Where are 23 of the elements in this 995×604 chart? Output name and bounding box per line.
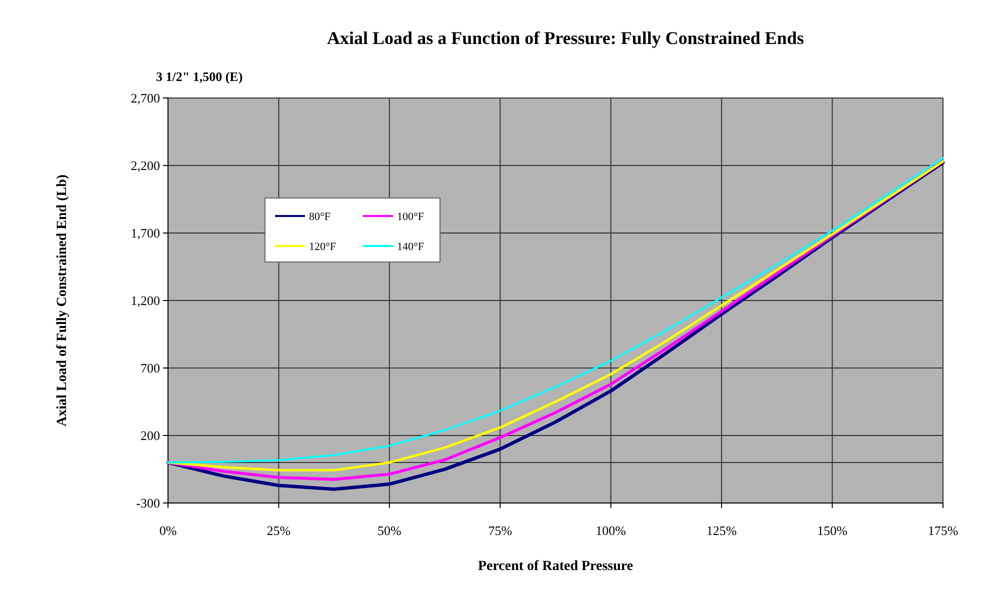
y-tick-label: 1,700 — [130, 226, 160, 241]
x-tick-label: 125% — [706, 523, 737, 538]
y-tick-label: 2,200 — [130, 158, 160, 174]
legend-label: 120°F — [309, 240, 336, 253]
y-axis-title: Axial Load of Fully Constrained End (Lb) — [55, 174, 70, 427]
x-tick-label: 100% — [596, 523, 626, 538]
x-axis-title: Percent of Rated Pressure — [478, 559, 634, 574]
chart-subtitle: 3 1/2" 1,500 (E) — [156, 69, 243, 84]
x-tick-label: 50% — [378, 523, 402, 538]
y-tick-label: -300 — [136, 496, 160, 511]
legend-label: 140°F — [397, 240, 424, 253]
y-tick-label: 2,700 — [130, 90, 160, 106]
y-tick-label: 1,200 — [130, 293, 160, 308]
legend-label: 80°F — [309, 210, 331, 223]
x-tick-label: 75% — [488, 523, 512, 538]
y-tick-label: 700 — [140, 360, 160, 376]
x-tick-label: 0% — [159, 523, 177, 538]
y-tick-label: 200 — [140, 428, 160, 444]
chart-title: Axial Load as a Function of Pressure: Fully Constrained Ends — [327, 28, 804, 48]
x-tick-label: 175% — [928, 523, 958, 538]
legend-label: 100°F — [397, 210, 424, 223]
x-tick-label: 150% — [817, 523, 848, 538]
x-tick-label: 25% — [266, 523, 291, 538]
